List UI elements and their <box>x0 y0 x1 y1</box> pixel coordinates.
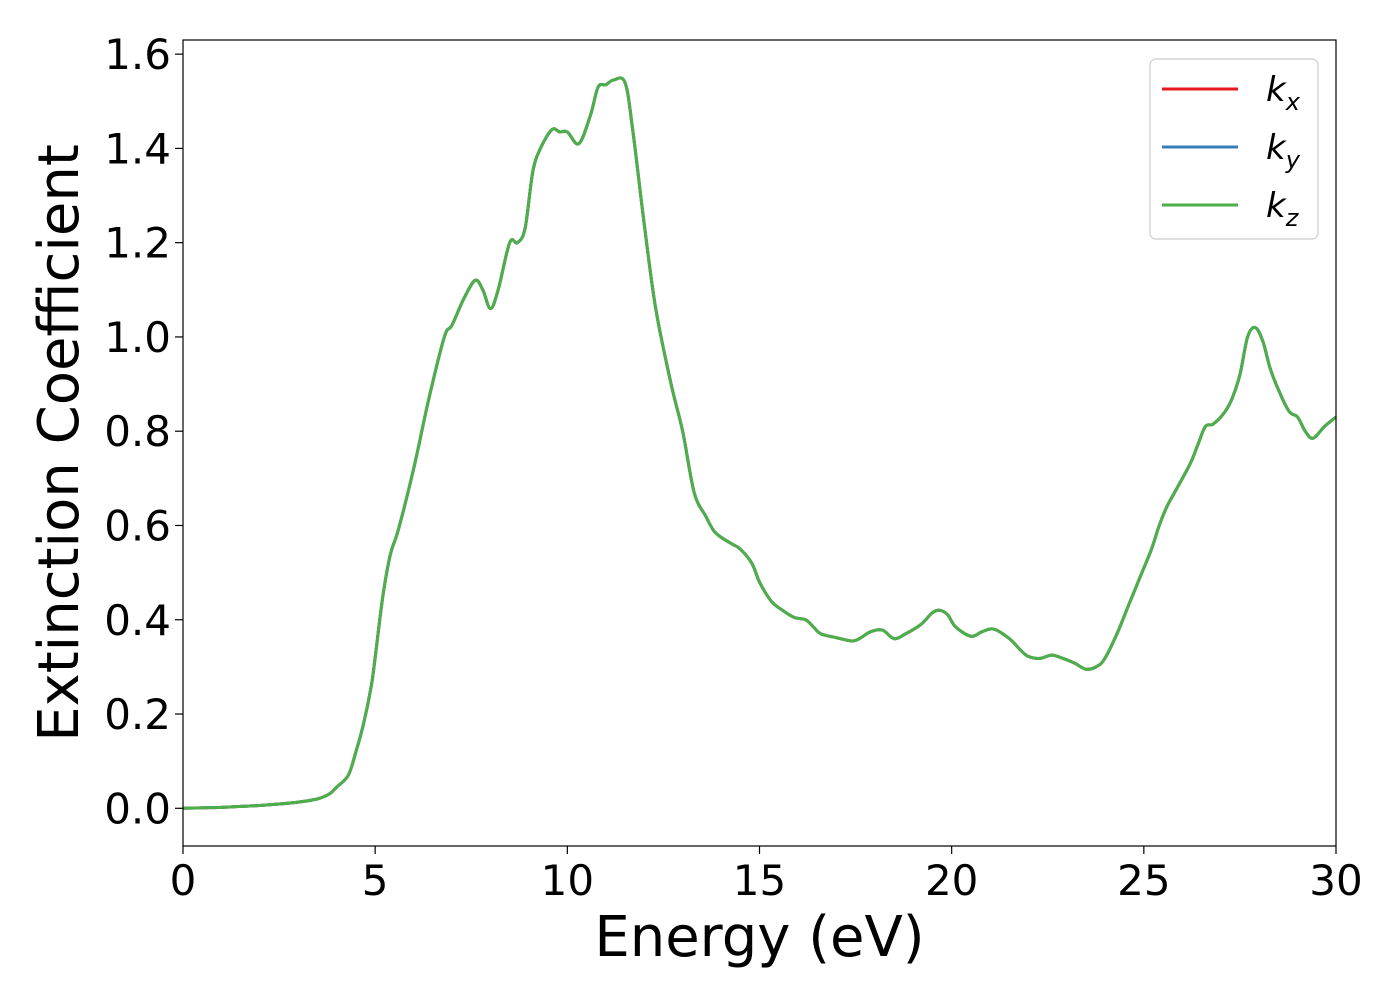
x-tick-label: 15 <box>733 856 786 905</box>
legend-label: kx <box>1266 70 1301 116</box>
legend-label: kz <box>1266 186 1300 232</box>
x-tick-label: 25 <box>1117 856 1170 905</box>
y-tick-label: 0.6 <box>104 501 171 550</box>
x-tick-label: 30 <box>1309 856 1362 905</box>
y-tick-label: 0.8 <box>104 407 171 456</box>
legend-label: ky <box>1266 128 1301 174</box>
series-layer <box>182 76 1337 810</box>
legend: kx ky kz <box>1149 58 1319 240</box>
y-tick-label: 1.2 <box>104 219 171 268</box>
y-axis-ticks: 0.0 0.2 0.4 0.6 0.8 1.0 1.2 1.4 1.6 <box>104 30 183 833</box>
y-tick-label: 0.0 <box>104 784 171 833</box>
x-axis-title: Energy (eV) <box>594 905 924 970</box>
y-tick-label: 1.0 <box>104 313 171 362</box>
y-tick-label: 0.2 <box>104 690 171 739</box>
y-tick-label: 1.4 <box>104 124 171 173</box>
x-tick-label: 0 <box>170 856 197 905</box>
x-axis-ticks: 0 5 10 15 20 25 30 <box>170 846 1363 905</box>
x-tick-label: 10 <box>541 856 594 905</box>
y-tick-label: 1.6 <box>104 30 171 79</box>
y-axis-title: Extinction Coefficient <box>27 144 92 742</box>
legend-box <box>1149 58 1319 240</box>
series-line-kz <box>182 76 1337 810</box>
x-tick-label: 20 <box>925 856 978 905</box>
x-tick-label: 5 <box>362 856 389 905</box>
y-tick-label: 0.4 <box>104 596 171 645</box>
